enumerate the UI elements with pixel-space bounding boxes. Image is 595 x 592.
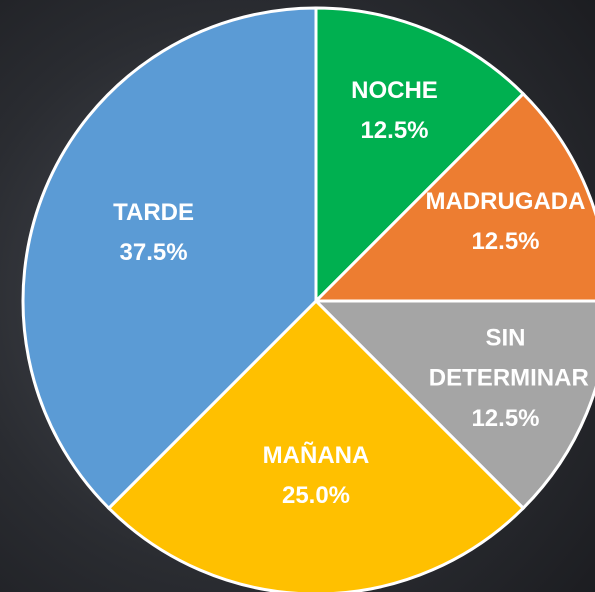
pie-slice (312, 91, 595, 303)
slice-value-label: 12.5% (471, 228, 539, 255)
pie-slice (314, 6, 526, 305)
pie-slice (106, 298, 526, 592)
slice-value-label: 25.0% (282, 482, 350, 509)
slice-value-label: 12.5% (471, 405, 539, 432)
pie-slice (312, 299, 595, 511)
slice-label: SIN DETERMINAR (422, 325, 589, 392)
slice-label: NOCHE (351, 77, 438, 104)
slice-value-label: 12.5% (360, 117, 428, 144)
pie-slice (21, 6, 318, 511)
slice-label: MADRUGADA (425, 188, 585, 215)
slice-label: TARDE (113, 199, 194, 226)
slice-label: MAÑANA (263, 441, 370, 469)
slice-value-label: 37.5% (120, 239, 188, 266)
